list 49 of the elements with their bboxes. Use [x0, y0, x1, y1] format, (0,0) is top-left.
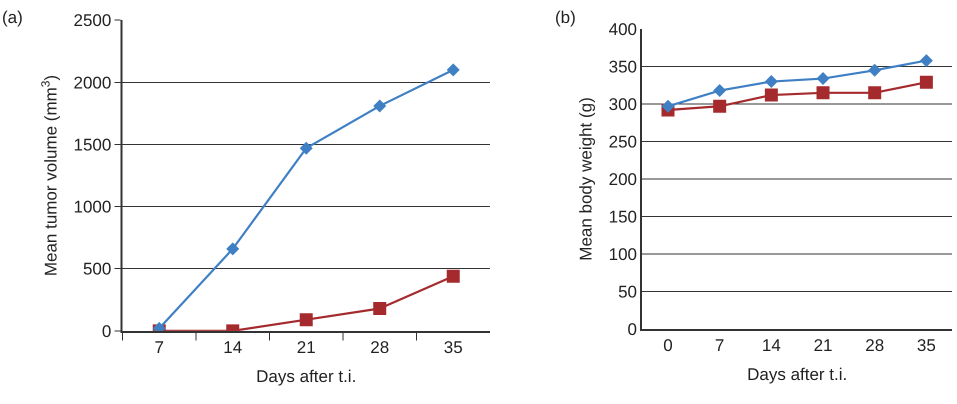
- y-tick-label: 400: [608, 20, 637, 40]
- point: [920, 54, 933, 68]
- point: [764, 88, 778, 102]
- y-tick-label: 300: [608, 94, 637, 114]
- x-tick-label: 7: [154, 338, 164, 358]
- chart-title: (b): [555, 8, 576, 27]
- x-tick-label: 35: [444, 338, 463, 358]
- x-tick-label: 14: [223, 338, 242, 358]
- y-tick-label: 250: [608, 132, 637, 152]
- y-tick-label: 150: [608, 207, 637, 226]
- x-tick-label: 21: [814, 336, 832, 356]
- point: [373, 99, 386, 112]
- x-axis-title: Days after t.i.: [747, 364, 848, 384]
- point: [446, 63, 460, 76]
- x-tick-label: 14: [762, 336, 781, 356]
- point: [713, 84, 726, 98]
- point: [816, 86, 830, 100]
- x-tick-label: 0: [663, 336, 673, 356]
- x-axis-title: Days after t.i.: [256, 366, 356, 386]
- point: [373, 302, 386, 316]
- y-tick-label: 50: [618, 282, 637, 302]
- x-tick-label: 28: [370, 338, 390, 358]
- point: [300, 142, 313, 155]
- y-tick-label: 200: [608, 170, 637, 189]
- y-tick-label: 1500: [74, 135, 112, 154]
- x-tick-label: 35: [916, 336, 936, 356]
- y-tick-label: 0: [628, 320, 637, 339]
- point: [868, 64, 882, 77]
- point: [816, 72, 830, 86]
- y-tick-label: 2000: [74, 73, 112, 92]
- y-tick-label: 500: [82, 260, 112, 279]
- chart-title: (a): [2, 8, 23, 27]
- x-tick-label: 7: [714, 336, 724, 356]
- x-tick-label: 28: [865, 336, 884, 356]
- point: [764, 75, 778, 88]
- y-tick-label: 2500: [74, 11, 112, 30]
- y-tick-label: 0: [102, 322, 112, 341]
- point: [661, 100, 674, 113]
- y-axis-title: Mean body weight (g): [576, 97, 596, 261]
- y-tick-label: 100: [608, 244, 637, 264]
- point: [713, 100, 726, 113]
- point: [920, 76, 933, 89]
- point: [868, 86, 882, 100]
- y-tick-label: 1000: [74, 198, 112, 217]
- point: [226, 242, 240, 256]
- y-tick-label: 350: [608, 58, 637, 77]
- x-tick-label: 21: [296, 338, 316, 358]
- point: [446, 270, 460, 283]
- point: [300, 313, 313, 326]
